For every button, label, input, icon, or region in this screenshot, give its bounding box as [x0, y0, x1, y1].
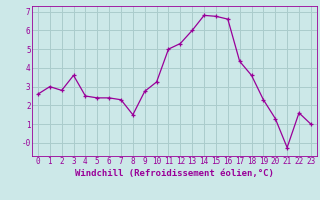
X-axis label: Windchill (Refroidissement éolien,°C): Windchill (Refroidissement éolien,°C) [75, 169, 274, 178]
